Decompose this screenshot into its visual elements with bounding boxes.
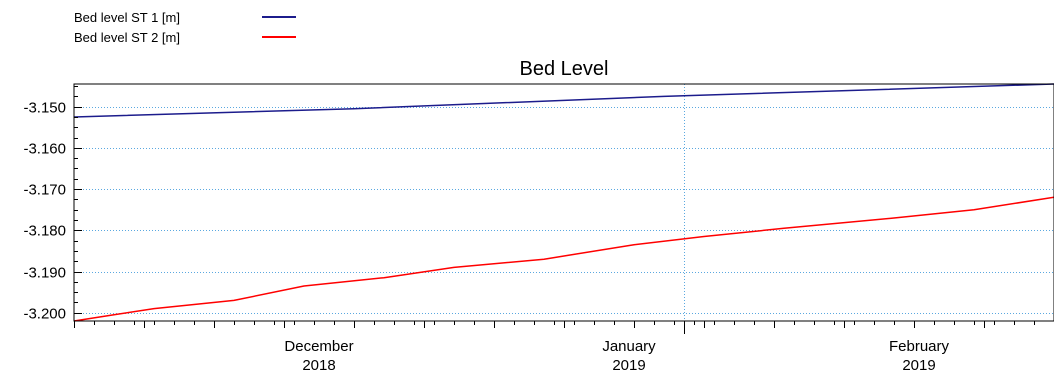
y-axis: -3.150 -3.160 -3.170 -3.180 -3.190 -3.200 <box>23 86 82 323</box>
series-line-st2 <box>73 196 1054 322</box>
legend: Bed level ST 1 [m] Bed level ST 2 [m] <box>74 10 296 45</box>
chart-title: Bed Level <box>520 58 609 80</box>
y-tick-label: -3.200 <box>23 306 66 323</box>
x-tick-month-label: January <box>602 338 656 355</box>
legend-label-st1: Bed level ST 1 [m] <box>74 10 180 25</box>
legend-label-st2: Bed level ST 2 [m] <box>74 30 180 45</box>
x-tick-month-label: February <box>889 338 950 355</box>
y-tick-label: -3.190 <box>23 265 66 282</box>
x-tick-year-label: 2018 <box>302 357 335 374</box>
series-line-st1 <box>73 83 1054 118</box>
x-tick-month-label: December <box>284 338 353 355</box>
y-tick-label: -3.150 <box>23 100 66 117</box>
x-tick-year-label: 2019 <box>612 357 645 374</box>
x-tick-year-label: 2019 <box>902 357 935 374</box>
grid-lines <box>74 84 1054 321</box>
plot-frame <box>73 83 1054 322</box>
y-tick-label: -3.170 <box>23 182 66 199</box>
y-tick-label: -3.180 <box>23 223 66 240</box>
y-tick-label: -3.160 <box>23 141 66 158</box>
x-axis: December 2018 January 2019 February 2019 <box>74 321 1035 374</box>
series-lines <box>73 83 1054 322</box>
